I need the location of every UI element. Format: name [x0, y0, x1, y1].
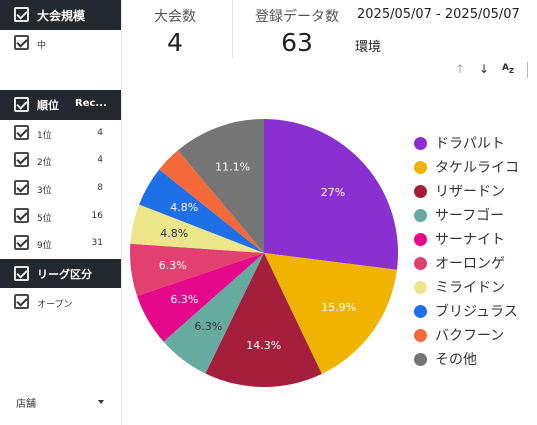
legend-item[interactable]: サーフゴー: [414, 205, 504, 225]
filter-title: 大会規模: [37, 9, 86, 23]
pie-slice[interactable]: [264, 119, 398, 270]
store-dropdown-label: 店舗: [16, 399, 36, 410]
legend-label: リザードン: [435, 184, 505, 200]
filter-header-league[interactable]: リーグ区分: [0, 259, 121, 288]
legend-swatch: [414, 352, 427, 366]
pie-slice[interactable]: [159, 150, 264, 253]
legend-swatch: [414, 208, 427, 222]
pie-slice-label: 15.9%: [321, 301, 356, 314]
kpi-value: 4: [167, 28, 183, 57]
legend-item[interactable]: オーロンゲ: [414, 253, 505, 273]
pie-slice-label: 4.8%: [160, 227, 188, 240]
legend-swatch: [414, 136, 427, 150]
header-divider: [232, 0, 233, 58]
filter-item-label: 1位: [37, 131, 52, 141]
checkbox-icon[interactable]: [14, 235, 29, 250]
legend-item[interactable]: ドラパルト: [414, 133, 505, 153]
kpi-label: 登録データ数: [255, 9, 339, 25]
environment-label: 環境: [355, 40, 382, 55]
filter-item-label: 5位: [37, 214, 52, 224]
filter-item-label: 9位: [37, 241, 52, 251]
filter-item-label: 2位: [37, 158, 52, 168]
legend-swatch: [414, 232, 427, 246]
legend-item[interactable]: その他: [414, 349, 477, 369]
select-all-checkbox-icon[interactable]: [14, 266, 29, 281]
legend-swatch: [414, 328, 427, 342]
pie-slice[interactable]: [130, 243, 264, 297]
pie-slice[interactable]: [130, 204, 264, 253]
pie-slice[interactable]: [177, 119, 264, 253]
filter-header-ranking[interactable]: 順位 Rec...: [0, 90, 121, 120]
filter-item-count: 16: [91, 211, 103, 221]
arrow-up-icon[interactable]: ↑: [455, 62, 466, 76]
legend-item[interactable]: サーナイト: [414, 229, 505, 249]
filter-item-label: 3位: [37, 186, 52, 196]
pie-slice-label: 11.1%: [215, 161, 250, 174]
checkbox-icon[interactable]: [14, 180, 29, 195]
legend-item[interactable]: ミライドン: [414, 277, 505, 297]
pie-slice-label: 6.3%: [194, 320, 222, 333]
checkbox-icon[interactable]: [14, 125, 29, 140]
legend-item[interactable]: ブリジュラス: [414, 301, 518, 321]
filter-title: 順位: [37, 99, 59, 112]
legend-label: オーロンゲ: [435, 256, 505, 272]
legend-label: バクフーン: [435, 328, 505, 344]
count-column-header[interactable]: Rec...: [75, 98, 107, 109]
pie-slice[interactable]: [205, 253, 322, 387]
arrow-down-icon[interactable]: ↓: [479, 62, 490, 76]
filter-item-count: 31: [91, 238, 103, 248]
pie-slice-label: 6.3%: [170, 293, 198, 306]
pie-slice-label: 4.8%: [170, 201, 198, 214]
pie-slice-label: 27%: [321, 186, 345, 199]
filter-item-label: 中: [37, 41, 47, 51]
select-all-checkbox-icon[interactable]: [14, 7, 29, 22]
caret-down-icon: [98, 400, 104, 404]
filter-item-count: 4: [97, 155, 103, 165]
filter-header-tournament-size[interactable]: 大会規模: [0, 0, 121, 30]
legend-item[interactable]: バクフーン: [414, 325, 504, 345]
legend-label: ブリジュラス: [435, 304, 518, 320]
pie-slice-label: 6.3%: [159, 259, 187, 272]
filter-title: リーグ区分: [37, 268, 92, 281]
filter-item-count: 4: [97, 128, 103, 138]
checkbox-icon[interactable]: [14, 294, 29, 309]
checkbox-icon[interactable]: [14, 152, 29, 167]
toolbar-divider: [527, 62, 528, 78]
sidebar-divider: [121, 0, 122, 425]
filter-item-label: オープン: [37, 300, 73, 310]
legend-label: サーナイト: [435, 232, 505, 248]
legend-label: ミライドン: [435, 280, 505, 296]
legend-swatch: [414, 160, 427, 174]
legend-item[interactable]: タケルライコ: [414, 157, 519, 177]
checkbox-icon[interactable]: [14, 208, 29, 223]
legend-swatch: [414, 184, 427, 198]
store-dropdown[interactable]: 店舗: [0, 380, 121, 425]
legend-label: サーフゴー: [435, 208, 505, 224]
legend-swatch: [414, 256, 427, 270]
checkbox-icon[interactable]: [14, 35, 29, 50]
legend-label: タケルライコ: [435, 160, 519, 176]
pie-slice[interactable]: [139, 169, 264, 253]
legend-label: ドラパルト: [435, 136, 505, 152]
date-range-picker[interactable]: 2025/05/07 - 2025/05/07: [357, 7, 520, 22]
pie-slice[interactable]: [137, 253, 264, 342]
legend-label: その他: [435, 352, 477, 368]
filter-item-count: 8: [97, 183, 103, 193]
pie-slice[interactable]: [264, 253, 397, 374]
legend-swatch: [414, 304, 427, 318]
legend-swatch: [414, 280, 427, 294]
select-all-checkbox-icon[interactable]: [14, 97, 29, 112]
sort-az-icon[interactable]: AZ: [502, 63, 515, 75]
kpi-label: 大会数: [154, 9, 196, 25]
pie-slice-label: 14.3%: [246, 339, 281, 352]
pie-slice[interactable]: [163, 253, 264, 374]
legend-item[interactable]: リザードン: [414, 181, 505, 201]
kpi-value: 63: [281, 28, 313, 57]
